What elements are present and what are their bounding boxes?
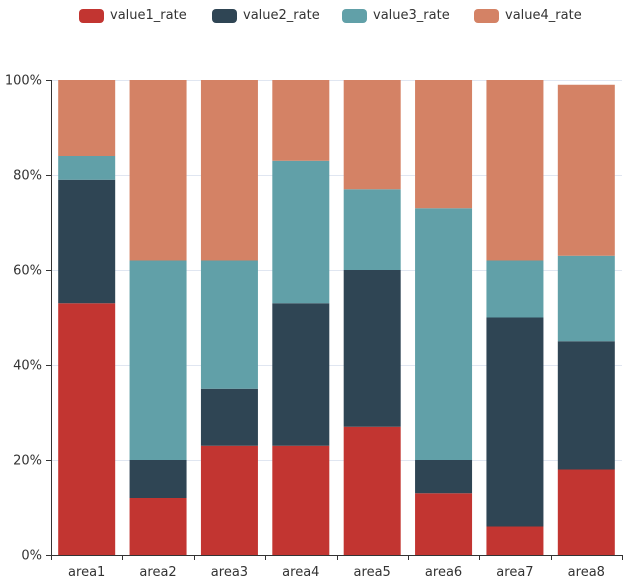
bar-segment-value2_rate-area6[interactable] (415, 460, 473, 494)
bar-segment-value3_rate-area5[interactable] (343, 189, 401, 270)
y-tick-label: 40% (13, 359, 42, 374)
bar-segment-value4_rate-area1[interactable] (58, 80, 116, 156)
bar-segment-value1_rate-area3[interactable] (200, 445, 258, 555)
y-tick-label: 60% (13, 264, 42, 279)
bar-segment-value2_rate-area2[interactable] (129, 460, 187, 498)
y-tick-label: 100% (5, 74, 42, 89)
bar-segment-value4_rate-area8[interactable] (557, 84, 615, 256)
legend-label-value4: value4_rate (505, 8, 582, 23)
axes: 0% 20% 40% 60% 80% 100% area1 area2 area3 area4 ar… (5, 74, 623, 580)
x-tick-label: area7 (496, 565, 533, 580)
legend-item-value2[interactable]: value2_rate (212, 8, 320, 23)
legend-label-value3: value3_rate (373, 8, 450, 23)
x-tick-label: area3 (211, 565, 248, 580)
bar-segment-value3_rate-area6[interactable] (415, 208, 473, 460)
bar-segment-value3_rate-area3[interactable] (200, 260, 258, 389)
bar-segment-value1_rate-area8[interactable] (557, 469, 615, 556)
legend-label-value1: value1_rate (110, 8, 187, 23)
bar-segment-value4_rate-area3[interactable] (200, 80, 258, 261)
bar-segment-value2_rate-area1[interactable] (58, 179, 116, 304)
bar-segment-value4_rate-area6[interactable] (415, 80, 473, 209)
bar-segment-value3_rate-area4[interactable] (272, 160, 330, 304)
bar-segment-value3_rate-area7[interactable] (486, 260, 544, 318)
bar-segment-value3_rate-area1[interactable] (58, 156, 116, 180)
bar-segment-value1_rate-area4[interactable] (272, 445, 330, 555)
bar-segment-value2_rate-area5[interactable] (343, 270, 401, 427)
bar-segment-value2_rate-area7[interactable] (486, 317, 544, 527)
x-tick-label: area5 (354, 565, 391, 580)
legend-swatch-value4 (474, 8, 499, 23)
bar-segment-value3_rate-area8[interactable] (557, 255, 615, 342)
bar-segment-value4_rate-area7[interactable] (486, 80, 544, 261)
legend-item-value3[interactable]: value3_rate (342, 8, 450, 23)
legend-label-value2: value2_rate (243, 8, 320, 23)
bar-segment-value4_rate-area2[interactable] (129, 80, 187, 261)
y-tick-label: 20% (13, 454, 42, 469)
bar-segment-value2_rate-area3[interactable] (200, 388, 258, 446)
x-tick-label: area6 (425, 565, 462, 580)
x-tick-label: area4 (282, 565, 319, 580)
legend-swatch-value1 (79, 8, 104, 23)
bar-segment-value1_rate-area2[interactable] (129, 498, 187, 555)
bar-segment-value1_rate-area6[interactable] (415, 493, 473, 555)
bar-segment-value1_rate-area5[interactable] (343, 426, 401, 555)
bar-segment-value4_rate-area5[interactable] (343, 80, 401, 190)
bars (58, 80, 615, 555)
chart-legend: value1_rate value2_rate value3_rate valu… (0, 8, 636, 32)
x-tick-label: area1 (68, 565, 105, 580)
legend-item-value1[interactable]: value1_rate (79, 8, 187, 23)
y-tick-label: 0% (21, 549, 42, 564)
x-tick-label: area2 (139, 565, 176, 580)
legend-swatch-value2 (212, 8, 237, 23)
bar-segment-value2_rate-area4[interactable] (272, 303, 330, 446)
bar-segment-value1_rate-area7[interactable] (486, 526, 544, 556)
bar-segment-value2_rate-area8[interactable] (557, 341, 615, 470)
bar-segment-value1_rate-area1[interactable] (58, 303, 116, 555)
bar-segment-value3_rate-area2[interactable] (129, 260, 187, 461)
y-tick-label: 80% (13, 169, 42, 184)
bar-segment-value4_rate-area4[interactable] (272, 80, 330, 161)
legend-item-value4[interactable]: value4_rate (474, 8, 582, 23)
legend-swatch-value3 (342, 8, 367, 23)
x-tick-label: area8 (568, 565, 605, 580)
